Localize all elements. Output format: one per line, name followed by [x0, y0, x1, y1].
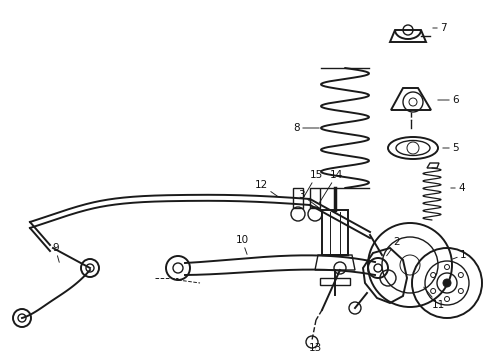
- Text: 10: 10: [235, 235, 248, 255]
- Text: 3: 3: [298, 190, 320, 208]
- Text: 6: 6: [438, 95, 459, 105]
- Text: 8: 8: [294, 123, 319, 133]
- Text: 11: 11: [424, 287, 445, 310]
- Text: 13: 13: [309, 343, 322, 353]
- Text: 2: 2: [387, 237, 400, 256]
- Text: 1: 1: [453, 250, 466, 260]
- Text: 5: 5: [443, 143, 459, 153]
- Text: 4: 4: [451, 183, 465, 193]
- Text: 15: 15: [303, 170, 323, 198]
- Text: 7: 7: [433, 23, 446, 33]
- Text: 12: 12: [255, 180, 278, 197]
- Text: 9: 9: [52, 243, 59, 262]
- Text: 14: 14: [319, 170, 343, 203]
- Circle shape: [443, 279, 451, 287]
